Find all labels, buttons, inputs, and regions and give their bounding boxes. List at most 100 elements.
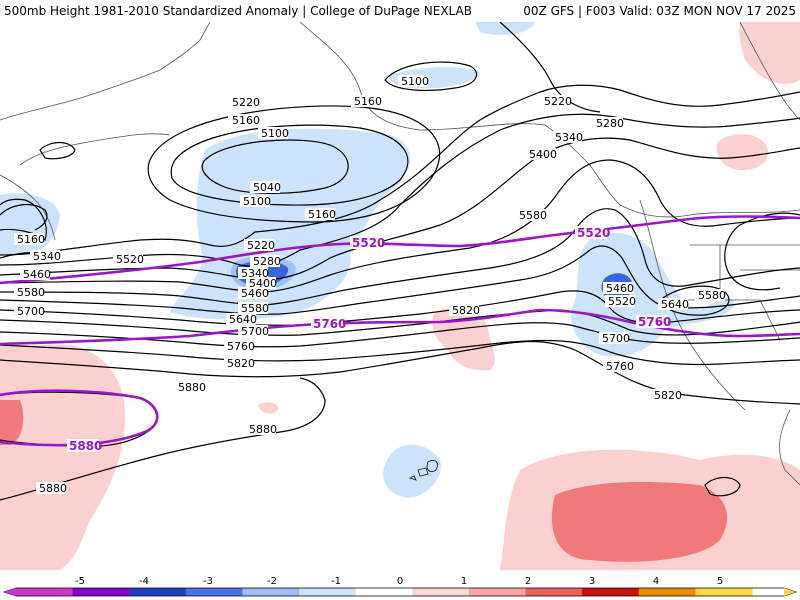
- highlight-label: 5520: [577, 226, 610, 240]
- contour-label: 5820: [227, 357, 255, 370]
- contour-5400: [0, 159, 800, 293]
- map-title: 500mb Height 1981-2010 Standardized Anom…: [4, 4, 472, 18]
- contour-label: 5160: [308, 208, 336, 221]
- contour-label: 5220: [544, 95, 572, 108]
- contour-label: 5100: [401, 75, 429, 88]
- contour-label: 5760: [606, 360, 634, 373]
- weather-map: 5220 5160 5100 5040 5100 5160 5220 5280 …: [0, 22, 800, 570]
- contour-5100-coast: [499, 22, 601, 113]
- contour-small-loop-north: [39, 141, 76, 160]
- pos-anomaly-ne: [739, 22, 800, 84]
- contour-label: 5340: [33, 250, 61, 263]
- colorbar-segment: [525, 588, 583, 596]
- contour-label: 5460: [23, 268, 51, 281]
- purple-5520: [0, 215, 800, 285]
- contour-west-wiggle: [0, 203, 48, 231]
- contour-5100-north: [384, 61, 478, 91]
- contour-5280: [0, 113, 800, 268]
- contour-label: 5160: [232, 114, 260, 127]
- contour-label: 5100: [261, 127, 289, 140]
- contour-5160: [147, 105, 441, 223]
- contour-label: 5400: [529, 148, 557, 161]
- highlight-label: 5880: [69, 439, 102, 453]
- contour-label: 5580: [519, 209, 547, 222]
- colorbar-tick-label: 2: [525, 576, 531, 587]
- contour-label: 5340: [555, 131, 583, 144]
- colorbar-tick-label: -5: [75, 576, 85, 587]
- colorbar: -5 -4 -3 -2 -1 0 1 2 3 4 5: [0, 570, 800, 600]
- colorbar-right-arrow: [784, 588, 796, 596]
- colorbar-tick-label: 0: [397, 576, 403, 587]
- contour-label: 5580: [17, 286, 45, 299]
- colorbar-segment: [72, 588, 130, 596]
- colorbar-segment: [299, 588, 357, 596]
- neg-anomaly-coast: [571, 232, 735, 357]
- contour-label: 5220: [232, 96, 260, 109]
- highlight-label: 5760: [638, 315, 671, 329]
- contour-label: 5820: [654, 389, 682, 402]
- contour-5100: [170, 124, 409, 206]
- neg-anomaly-alaska: [170, 128, 411, 320]
- contour-label: 5460: [606, 282, 634, 295]
- colorbar-segment: [582, 588, 640, 596]
- colorbar-segment: [129, 588, 187, 596]
- contour-label: 5820: [452, 304, 480, 317]
- neg-anomaly-hawaii: [382, 444, 441, 498]
- contour-label: 5160: [354, 95, 382, 108]
- hawaii-islands: [408, 459, 438, 481]
- contour-label: 5280: [253, 255, 281, 268]
- highlight-label: 5520: [352, 236, 385, 250]
- contour-label: 5520: [116, 253, 144, 266]
- colorbar-tick-label: 3: [589, 576, 595, 587]
- colorbar-left-arrow: [4, 588, 16, 596]
- contour-5760: [0, 339, 800, 366]
- contour-label: 5700: [17, 305, 45, 318]
- colorbar-tick-label: -4: [139, 576, 149, 587]
- contour-label: 5280: [596, 117, 624, 130]
- contour-5340: [0, 137, 800, 281]
- contour-label: 5640: [661, 298, 689, 311]
- contour-label: 5580: [698, 289, 726, 302]
- colorbar-tick-label: -3: [203, 576, 213, 587]
- contour-5700: [0, 322, 800, 348]
- contour-label: 5580: [241, 302, 269, 315]
- contour-label: 5880: [39, 482, 67, 495]
- colorbar-tick-label: 1: [461, 576, 467, 587]
- colorbar-tick-label: -2: [267, 576, 277, 587]
- neg-anomaly-top: [475, 22, 535, 35]
- colorbar-segment: [185, 588, 243, 596]
- contour-5460: [0, 208, 800, 306]
- contour-label: 5340: [241, 267, 269, 280]
- contour-label: 5880: [178, 381, 206, 394]
- colorbar-segment: [695, 588, 753, 596]
- contour-5220: [0, 84, 800, 256]
- model-run-info: 00Z GFS | F003 Valid: 03Z MON NOV 17 202…: [523, 4, 796, 18]
- contour-5040: [201, 139, 349, 194]
- contour-label-group: 5220 5160 5100 5040 5100 5160 5220 5280 …: [14, 75, 726, 495]
- colorbar-tick-label: 4: [653, 576, 659, 587]
- contour-label: 5220: [247, 239, 275, 252]
- contour-label: 5460: [241, 287, 269, 300]
- header: 500mb Height 1981-2010 Standardized Anom…: [0, 0, 800, 22]
- contour-label: 5100: [243, 195, 271, 208]
- pos-anomaly-se-core: [551, 482, 728, 562]
- highlight-label: 5760: [313, 317, 346, 331]
- contour-label: 5400: [249, 277, 277, 290]
- contour-label: 5700: [241, 325, 269, 338]
- purple-5880: [0, 389, 159, 447]
- contour-5160-west: [0, 198, 47, 242]
- contour-label: 5880: [249, 423, 277, 436]
- colorbar-tick-label: 5: [717, 576, 723, 587]
- contour-5580-east: [659, 285, 730, 316]
- pos-anomaly-small: [258, 402, 279, 414]
- contour-label: 5160: [17, 233, 45, 246]
- colorbar-segment: [638, 588, 696, 596]
- highlight-contours: [0, 215, 800, 447]
- contour-label: 5700: [602, 332, 630, 345]
- pos-anomaly-central: [432, 307, 495, 371]
- colorbar-fill: [2, 587, 798, 597]
- colorbar-segment: [16, 588, 74, 596]
- colorbar-segment: [242, 588, 300, 596]
- contour-east-trough: [724, 212, 800, 291]
- purple-5760: [0, 308, 800, 346]
